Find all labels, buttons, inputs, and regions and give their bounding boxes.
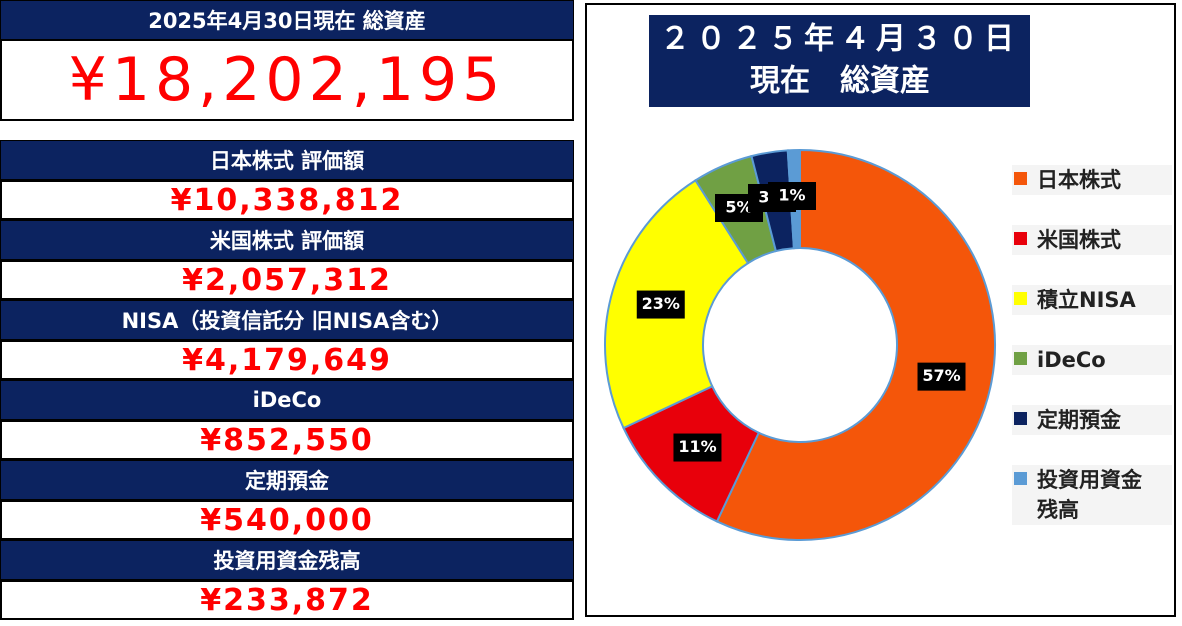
title-box xyxy=(649,15,1030,107)
item-label: NISA（投資信託分 旧NISA含む） xyxy=(0,300,574,340)
legend-label: 投資用資金残高 xyxy=(1037,468,1142,522)
item-amount: ¥852,550 xyxy=(0,420,574,460)
data-label: 1% xyxy=(778,186,805,205)
item-amount: ¥4,179,649 xyxy=(0,340,574,380)
legend-item: 積立NISA xyxy=(1012,285,1172,315)
item-label: 投資用資金残高 xyxy=(0,540,574,580)
legend-label: iDeCo xyxy=(1037,348,1106,372)
label-box xyxy=(673,433,722,462)
label-box xyxy=(917,362,966,391)
legend-swatch xyxy=(1014,172,1027,185)
item-label: iDeCo xyxy=(0,380,574,420)
donut-slice xyxy=(715,148,996,541)
chart-title: ２０２５年４月３０日 xyxy=(660,22,1020,57)
legend-label: 日本株式 xyxy=(1037,168,1121,192)
item-amount: ¥10,338,812 xyxy=(0,180,574,220)
data-label: 57% xyxy=(922,366,960,385)
data-label: 11% xyxy=(678,437,716,456)
legend-label: 定期預金 xyxy=(1037,408,1121,432)
legend-item: iDeCo xyxy=(1012,345,1172,375)
legend-item: 日本株式 xyxy=(1012,165,1172,195)
legend-swatch xyxy=(1014,352,1027,365)
legend-swatch xyxy=(1014,472,1027,485)
data-label: 5% xyxy=(725,198,752,217)
legend-item: 投資用資金残高 xyxy=(1012,465,1172,525)
total-amount: ¥18,202,195 xyxy=(0,39,574,121)
legend-item: 米国株式 xyxy=(1012,225,1172,255)
chart-panel xyxy=(585,3,1176,617)
summary-title: 2025年4月30日現在 総資産 xyxy=(0,0,574,40)
item-label: 定期預金 xyxy=(0,460,574,500)
label-box xyxy=(768,182,816,210)
legend-label: 米国株式 xyxy=(1037,228,1121,252)
legend-swatch xyxy=(1014,412,1027,425)
legend-swatch xyxy=(1014,292,1027,305)
legend-item: 定期預金 xyxy=(1012,405,1172,435)
item-label: 米国株式 評価額 xyxy=(0,220,574,260)
legend-label: 積立NISA xyxy=(1037,288,1136,312)
label-box xyxy=(636,290,685,319)
item-label: 日本株式 評価額 xyxy=(0,140,574,180)
item-amount: ¥2,057,312 xyxy=(0,260,574,300)
data-label: 23% xyxy=(642,294,680,313)
chart-title: 現在 総資産 xyxy=(750,64,930,99)
item-amount: ¥233,872 xyxy=(0,580,574,620)
legend-swatch xyxy=(1014,232,1027,245)
item-amount: ¥540,000 xyxy=(0,500,574,540)
